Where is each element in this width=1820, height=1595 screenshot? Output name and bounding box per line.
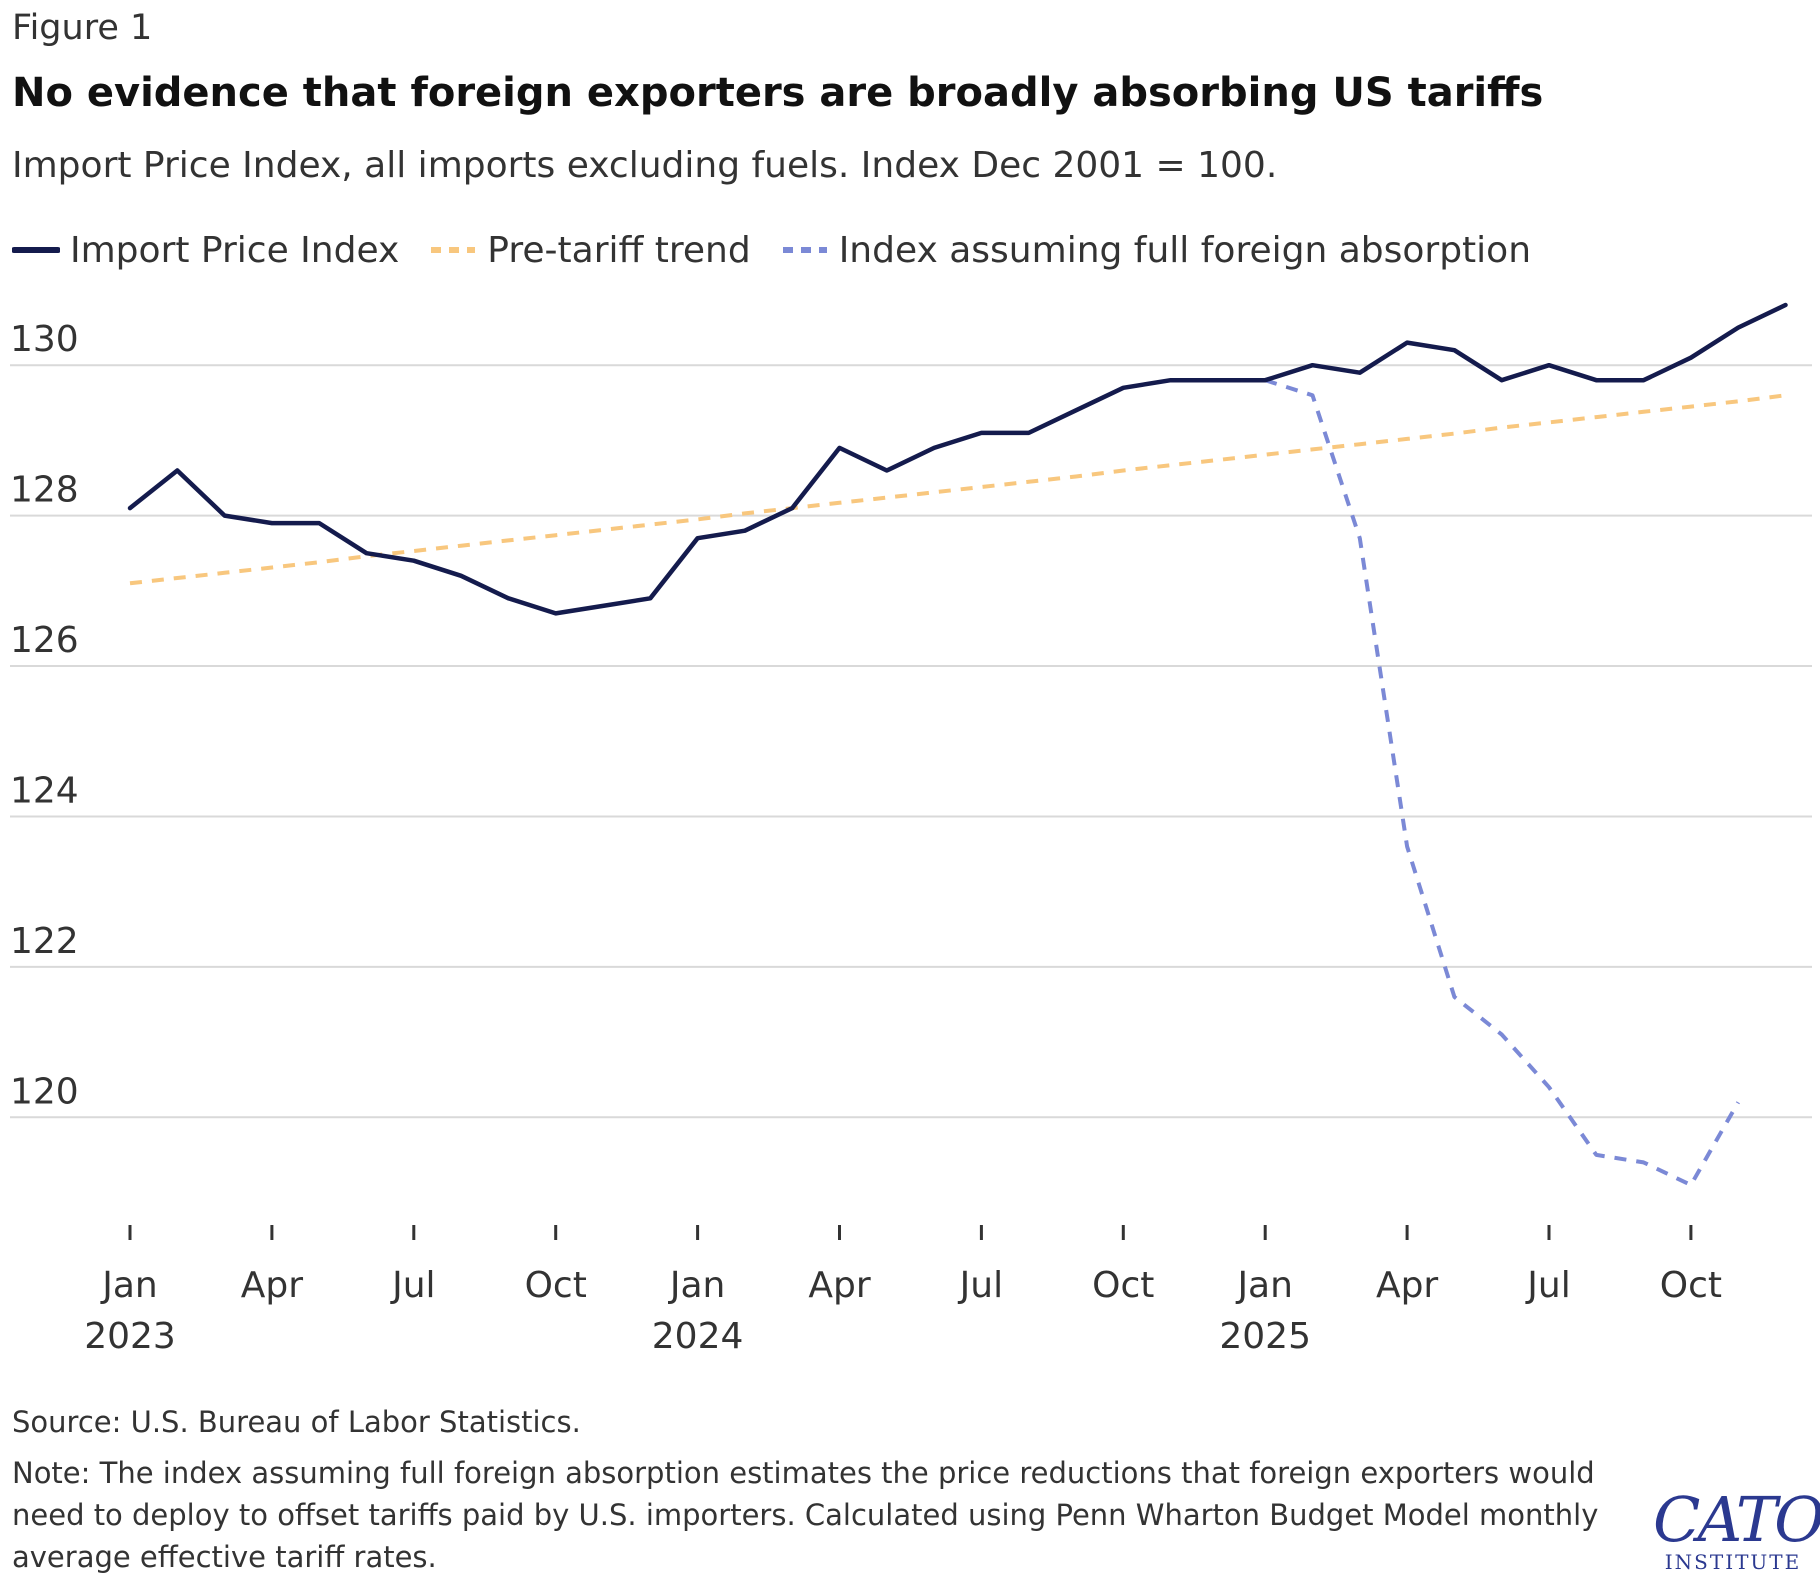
chart-subtitle: Import Price Index, all imports excludin… <box>12 145 1278 186</box>
x-tick-label: Oct <box>1660 1265 1722 1306</box>
source-text: Source: U.S. Bureau of Labor Statistics. <box>12 1405 581 1439</box>
x-tick-label: Oct <box>525 1265 587 1306</box>
logo-sub-text: INSTITUTE <box>1664 1550 1802 1574</box>
x-tick-year-label: 2025 <box>1219 1316 1311 1357</box>
y-tick-label: 128 <box>10 470 79 511</box>
legend-label: Pre-tariff trend <box>487 229 751 271</box>
y-tick-label: 126 <box>10 620 79 661</box>
legend-swatch-dashed-icon <box>782 247 827 253</box>
legend-swatch-solid-icon <box>12 247 60 253</box>
x-tick-label: Apr <box>1376 1265 1438 1306</box>
cato-logo: CATO INSTITUTE <box>1653 1483 1820 1575</box>
legend-label: Index assuming full foreign absorption <box>838 229 1532 271</box>
legend: Import Price Index Pre-tariff trend Inde… <box>12 228 1561 272</box>
legend-item-pre-tariff-trend: Pre-tariff trend <box>429 229 751 271</box>
x-tick-label: Apr <box>241 1265 303 1306</box>
y-tick-label: 124 <box>10 770 79 811</box>
legend-swatch-dashed-icon <box>431 247 476 253</box>
x-tick-year-label: 2023 <box>84 1316 176 1357</box>
y-tick-label: 130 <box>10 319 79 360</box>
x-tick-label: Jul <box>390 1265 435 1306</box>
x-tick-label: Oct <box>1092 1265 1154 1306</box>
x-tick-label: Apr <box>808 1265 870 1306</box>
x-tick-label: Jan <box>100 1265 158 1306</box>
legend-item-full-absorption: Index assuming full foreign absorption <box>781 230 1531 271</box>
x-tick-label: Jan <box>1235 1265 1293 1306</box>
chart-title: No evidence that foreign exporters are b… <box>12 70 1544 116</box>
x-tick-year-label: 2024 <box>652 1316 744 1357</box>
legend-item-import-price-index: Import Price Index <box>12 230 399 271</box>
figure-label: Figure 1 <box>12 8 153 48</box>
x-tick-label: Jul <box>958 1265 1003 1306</box>
y-tick-label: 122 <box>10 921 79 962</box>
x-tick-label: Jan <box>668 1265 726 1306</box>
series-line-import-price-index <box>127 302 1788 616</box>
note-text: Note: The index assuming full foreign ab… <box>12 1456 1599 1574</box>
series-line-index-assuming-full-foreign-absorption <box>1264 378 1740 1187</box>
x-tick-label: Jul <box>1525 1265 1570 1306</box>
legend-label: Import Price Index <box>70 229 400 271</box>
series-line-pre-tariff-trend <box>129 393 1786 586</box>
y-tick-label: 120 <box>10 1071 79 1112</box>
logo-main-text: CATO <box>1653 1483 1820 1556</box>
